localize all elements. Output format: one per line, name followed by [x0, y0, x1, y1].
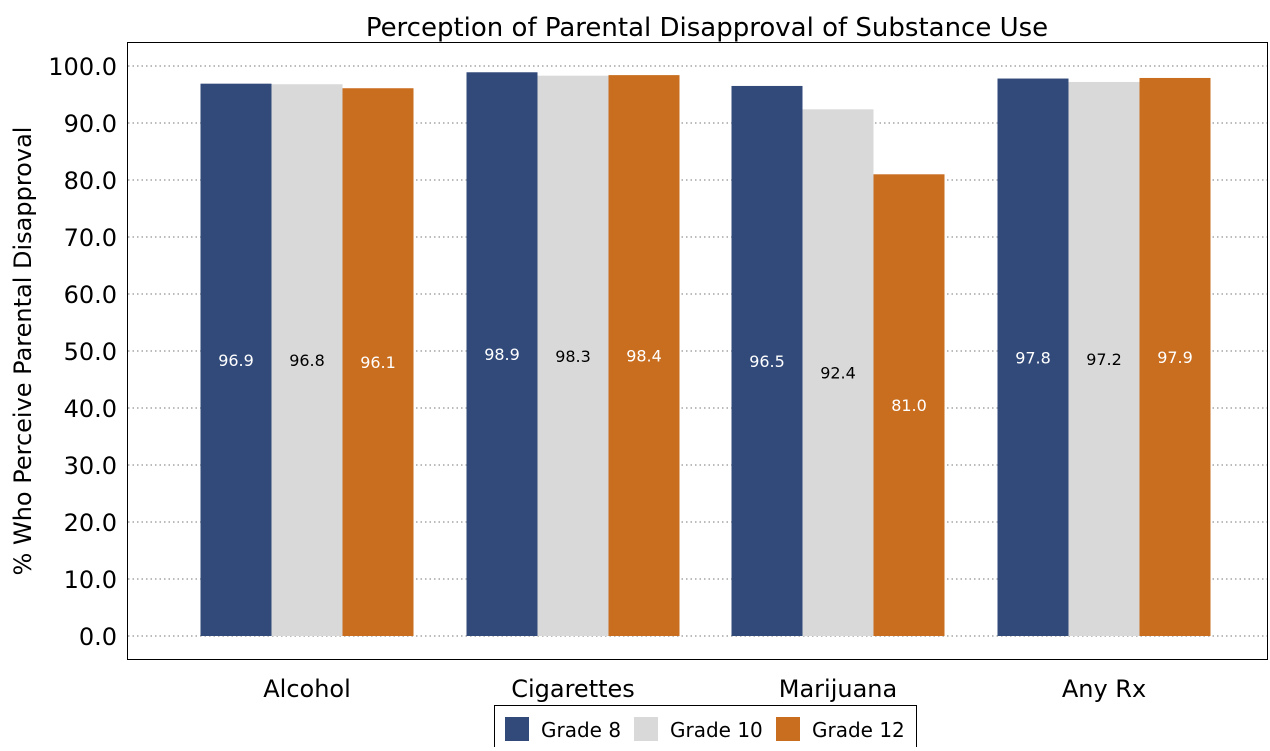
y-tick-label: 30.0 — [64, 452, 117, 480]
data-label: 96.1 — [360, 353, 396, 372]
legend-label: Grade 10 — [670, 718, 763, 742]
x-tick-label: Any Rx — [1062, 675, 1146, 703]
data-label: 92.4 — [820, 364, 856, 383]
bars — [200, 72, 1211, 637]
legend-label: Grade 12 — [812, 718, 905, 742]
bar — [997, 78, 1069, 637]
data-label: 97.2 — [1086, 350, 1122, 369]
bar — [873, 174, 945, 637]
x-tick-label: Cigarettes — [511, 675, 635, 703]
y-axis-ticks: 0.0 10.0 20.0 30.0 40.0 50.0 60.0 70.0 80.0 90.0 1… — [48, 53, 117, 651]
y-tick-label: 70.0 — [64, 224, 117, 252]
y-tick-label: 0.0 — [79, 623, 117, 651]
data-label: 96.8 — [289, 351, 325, 370]
data-label: 96.9 — [218, 351, 254, 370]
bar — [608, 75, 680, 637]
y-tick-label: 80.0 — [64, 167, 117, 195]
bar — [271, 84, 343, 637]
legend-swatch — [505, 717, 529, 741]
x-axis-ticks: Alcohol Cigarettes Marijuana Any Rx — [263, 675, 1146, 703]
bar — [466, 72, 538, 636]
x-tick-label: Alcohol — [263, 675, 351, 703]
chart-title: Perception of Parental Disapproval of Su… — [366, 13, 1048, 43]
y-axis-label: % Who Perceive Parental Disapproval — [9, 127, 37, 576]
legend-label: Grade 8 — [541, 718, 621, 742]
y-tick-label: 60.0 — [64, 281, 117, 309]
x-tick-label: Marijuana — [779, 675, 897, 703]
bar — [731, 85, 803, 636]
plot-frame — [127, 42, 1268, 660]
legend: Grade 8 Grade 10 Grade 12 — [494, 705, 917, 751]
data-label: 97.8 — [1015, 348, 1051, 367]
y-tick-label: 40.0 — [64, 395, 117, 423]
data-label: 98.4 — [626, 347, 662, 366]
bar — [537, 75, 609, 636]
data-label: 98.3 — [555, 347, 591, 366]
bar — [200, 83, 272, 637]
data-label: 98.9 — [484, 345, 520, 364]
y-tick-label: 90.0 — [64, 110, 117, 138]
bar — [802, 109, 874, 636]
data-label: 97.9 — [1157, 348, 1193, 367]
data-labels: 96.9 98.9 96.5 97.8 96.8 98.3 92.4 97.2 96.1 98.4… — [218, 345, 1193, 415]
legend-swatch — [634, 717, 658, 741]
data-label: 96.5 — [749, 352, 785, 371]
data-label: 81.0 — [891, 396, 927, 415]
y-tick-label: 20.0 — [64, 509, 117, 537]
y-tick-label: 50.0 — [64, 338, 117, 366]
legend-box — [494, 705, 917, 751]
y-tick-label: 10.0 — [64, 566, 117, 594]
bar — [1068, 81, 1140, 636]
y-tick-label: 100.0 — [48, 53, 117, 81]
bar — [1139, 77, 1211, 637]
bar — [342, 88, 414, 637]
legend-swatch — [776, 717, 800, 741]
